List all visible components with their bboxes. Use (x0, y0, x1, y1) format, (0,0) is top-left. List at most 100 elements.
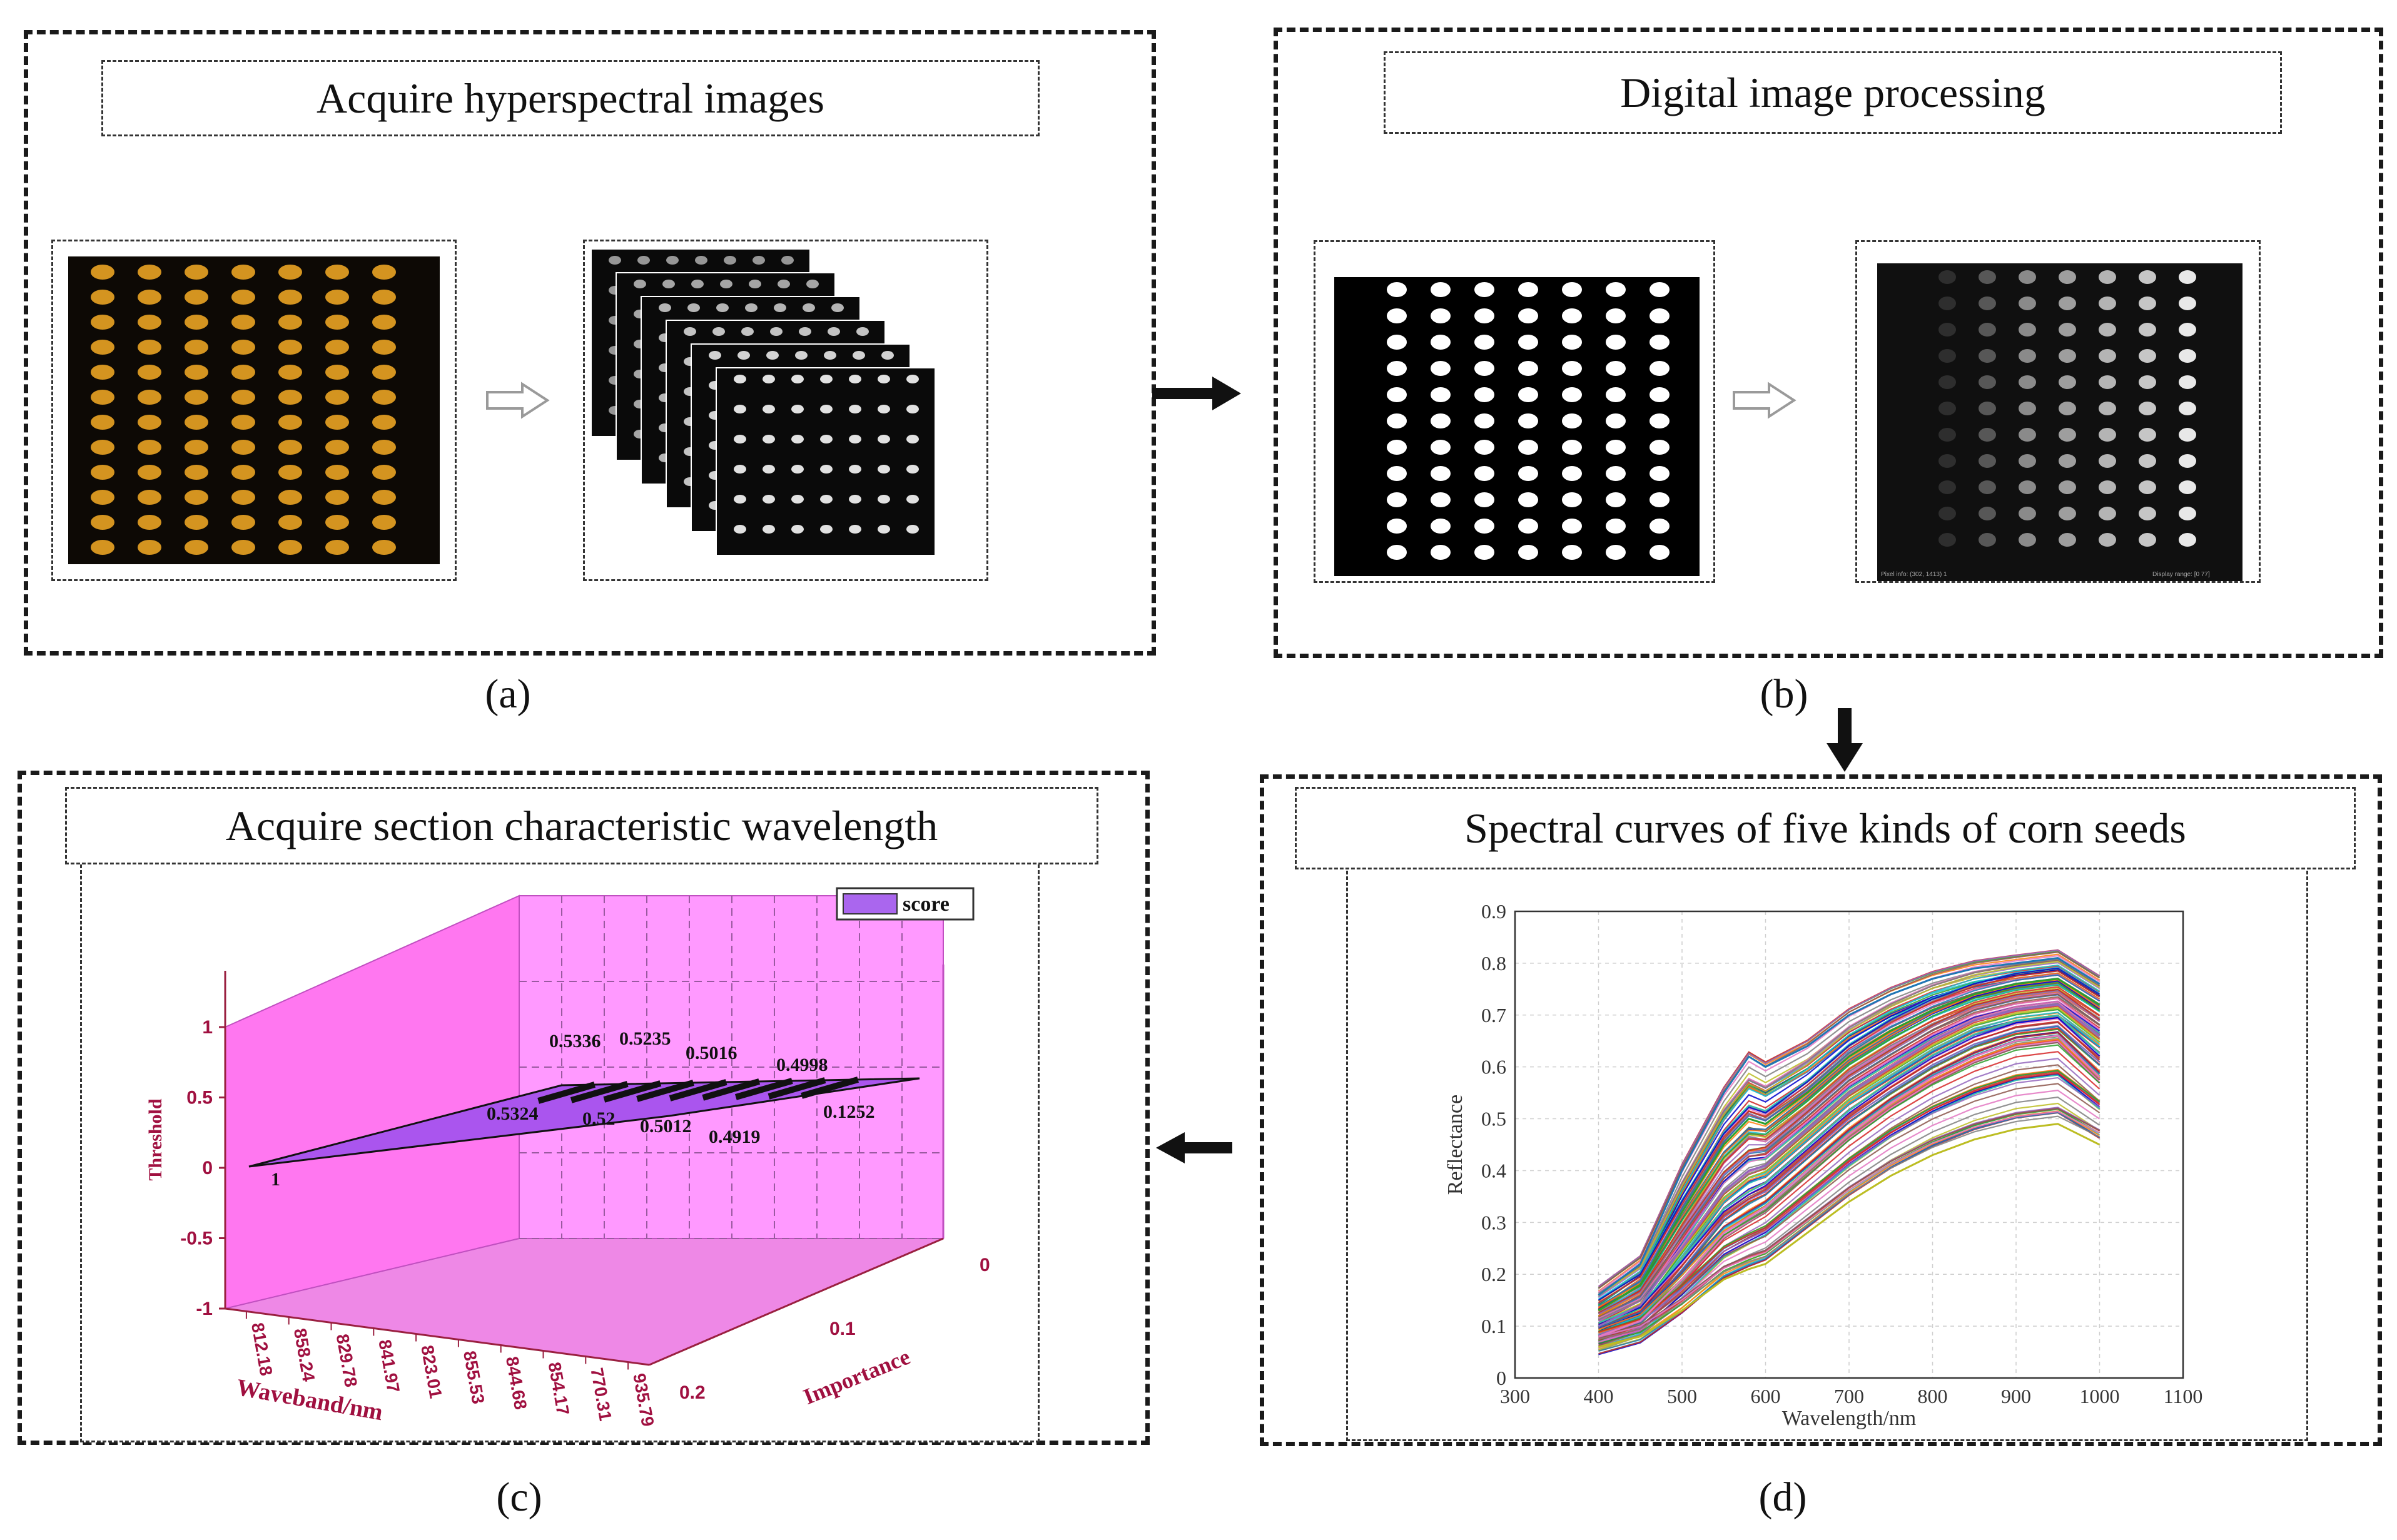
y-axis-label: Importance (800, 1344, 914, 1410)
y-axis-label: Reflectance (1444, 1095, 1467, 1195)
corn-seed (138, 315, 161, 330)
seed-mask (1562, 413, 1582, 428)
gray-seed (2059, 375, 2076, 389)
seed-mask (1431, 387, 1451, 402)
y-tick-label: 0.4 (1481, 1159, 1506, 1182)
x-tick-label: 800 (1918, 1385, 1948, 1407)
spectral-band-layer (716, 367, 936, 556)
gray-seed (2099, 454, 2116, 468)
corn-seed (91, 315, 114, 330)
gray-seed (1938, 375, 1956, 389)
gray-seed (2179, 323, 2196, 337)
seed-mask (1387, 335, 1407, 350)
score-ribbon (248, 1077, 920, 1168)
gray-seed (2139, 296, 2156, 310)
legend: score (836, 887, 975, 921)
spectral-curve (1598, 1071, 2101, 1340)
category-label: 823.01 (417, 1344, 445, 1400)
gray-seed (2099, 270, 2116, 284)
corn-seed (372, 265, 396, 280)
spectral-curves-chart: 300 400 500 600 700 800 900 1000 1100 0 0.1 0.2 0.3 0… (1444, 900, 2202, 1430)
y-tick-label: 0.6 (1481, 1056, 1506, 1078)
gray-seed (1979, 375, 1996, 389)
gray-seed (1938, 454, 1956, 468)
x-axis (225, 1307, 650, 1366)
corn-seed (185, 390, 208, 405)
corn-seed (231, 465, 255, 480)
spectral-curve (1598, 960, 2101, 1297)
gray-seed (2099, 507, 2116, 520)
hyperspectral-cube-frame (583, 240, 988, 581)
corn-seed (278, 340, 302, 355)
spectral-curve (1598, 958, 2101, 1294)
gray-seed (1979, 507, 1996, 520)
seed-mask (1562, 466, 1582, 481)
spectral-curve (1598, 969, 2101, 1305)
arrow-right-hollow-icon (486, 382, 550, 419)
seed-mask (1650, 308, 1670, 323)
seed-mask (1650, 335, 1670, 350)
corn-seed (185, 415, 208, 430)
corn-seed (138, 490, 161, 505)
x-tick-label: 400 (1584, 1385, 1614, 1407)
seed-mask (1606, 413, 1626, 428)
corn-seed (372, 465, 396, 480)
seed-mask (1562, 492, 1582, 507)
hyperspectral-image-stack (590, 248, 936, 556)
corn-seed (91, 390, 114, 405)
score-bar (734, 1078, 793, 1100)
seed-mask (1518, 545, 1538, 560)
corn-seed (325, 290, 349, 305)
x-tick-label: 900 (2001, 1385, 2031, 1407)
corn-seed (231, 415, 255, 430)
category-label: 854.17 (545, 1360, 573, 1417)
value-label: 0.4998 (776, 1055, 828, 1075)
corn-seed (91, 515, 114, 530)
corn-seed (325, 490, 349, 505)
corn-seed (231, 490, 255, 505)
score-bar (702, 1078, 761, 1101)
corn-seed (325, 340, 349, 355)
y-tick-label: 0.8 (1481, 952, 1506, 975)
x-axis-label: Waveband/nm (235, 1374, 385, 1426)
gray-seed (2139, 428, 2156, 442)
legend-label: score (903, 893, 950, 916)
corn-seed (372, 515, 396, 530)
gray-seed (2099, 533, 2116, 547)
y-tick-label: 0.3 (1481, 1211, 1506, 1234)
seed-mask (1562, 545, 1582, 560)
series-upper-line (1598, 978, 2101, 1312)
characteristic-wavelength-chart: 1 0.5 0 -0.5 -1 812.18 858.24 829.78 841.97 823.0… (145, 887, 990, 1428)
spectral-curve (1598, 965, 2101, 1300)
plot-border (1514, 910, 2184, 1379)
seed-mask (1606, 492, 1626, 507)
gray-seed (2099, 375, 2116, 389)
corn-seed (231, 365, 255, 380)
gray-seed (2139, 454, 2156, 468)
spectral-curve (1598, 1108, 2101, 1337)
panel-c-title: Acquire section characteristic wavelengt… (65, 787, 1098, 864)
pixel-info-text: Pixel info: (302, 1413) 1 (1881, 571, 1947, 578)
x-tick-label: 300 (1500, 1385, 1530, 1407)
gray-seed-grid (1938, 270, 2196, 547)
binary-mask-frame (1314, 240, 1715, 583)
gray-seed (2179, 270, 2196, 284)
corn-seed (278, 515, 302, 530)
corn-seed (372, 390, 396, 405)
score-bar (669, 1079, 727, 1102)
spectral-curve (1598, 967, 2101, 1301)
spectral-curve (1598, 1115, 2100, 1340)
x-tick-label: 600 (1751, 1385, 1781, 1407)
corn-seed (185, 340, 208, 355)
binary-mask-image (1334, 277, 1700, 576)
gray-seed (2099, 402, 2116, 415)
corn-seed (138, 415, 161, 430)
seed-mask (1431, 545, 1451, 560)
corn-seed (185, 315, 208, 330)
gray-seed (2059, 323, 2076, 337)
seed-mask (1606, 519, 1626, 534)
seed-mask (1650, 466, 1670, 481)
corn-seed (231, 515, 255, 530)
corn-seed (185, 540, 208, 555)
gray-seed (2179, 533, 2196, 547)
